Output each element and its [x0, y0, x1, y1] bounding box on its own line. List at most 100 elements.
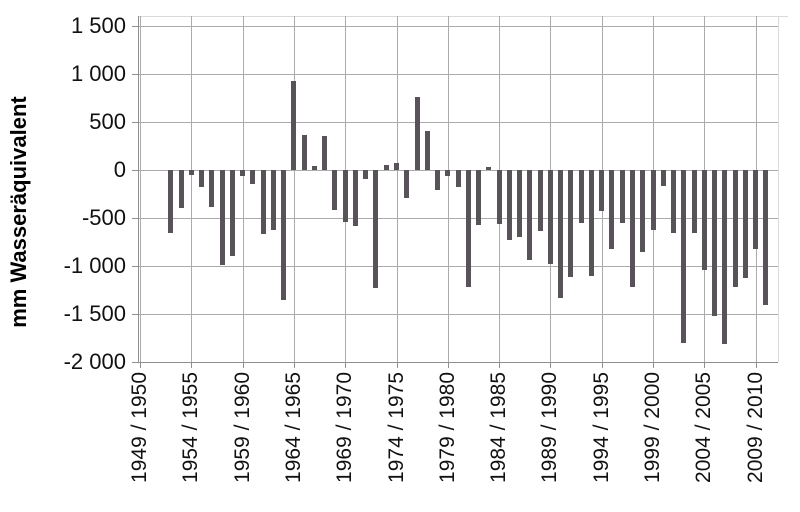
bar-1971-72	[363, 170, 369, 180]
h-gridline	[138, 266, 778, 267]
x-axis-tick-label: 2009 / 2010	[744, 372, 767, 483]
bar-1965-66	[301, 134, 307, 170]
bar-1980-81	[455, 170, 461, 187]
bar-1975-76	[404, 170, 410, 198]
bar-1993-94	[588, 170, 594, 277]
bar-1992-93	[578, 170, 584, 224]
bar-1984-85	[496, 170, 502, 224]
y-axis-tick	[132, 74, 138, 75]
x-axis-tick	[756, 362, 757, 368]
y-axis-tick	[132, 170, 138, 171]
x-axis-tick	[448, 362, 449, 368]
v-gridline	[243, 16, 244, 362]
x-axis-line	[138, 362, 778, 363]
bar-2001-02	[671, 170, 677, 233]
bar-1968-69	[332, 170, 338, 210]
y-axis-tick	[132, 266, 138, 267]
y-axis-line	[138, 16, 139, 363]
bar-1989-90	[547, 170, 553, 264]
y-axis-tick-label: -500	[81, 205, 126, 230]
y-axis-tick	[132, 122, 138, 123]
x-axis-tick	[499, 362, 500, 368]
bar-2004-05	[701, 170, 707, 270]
x-axis-tick	[550, 362, 551, 368]
v-gridline	[397, 16, 398, 362]
bar-1963-64	[281, 170, 287, 300]
bar-1952-53	[168, 170, 174, 234]
h-gridline	[138, 314, 778, 315]
x-axis-tick	[653, 362, 654, 368]
bar-1976-77	[414, 97, 420, 170]
y-axis-tick	[132, 218, 138, 219]
bar-1981-82	[465, 170, 471, 288]
x-axis-tick	[243, 362, 244, 368]
x-axis-tick	[704, 362, 705, 368]
x-axis-tick	[345, 362, 346, 368]
bar-1958-59	[229, 170, 235, 256]
x-axis-tick-label: 1984 / 1985	[487, 372, 510, 483]
v-gridline	[448, 16, 449, 362]
y-axis-tick-label: 1 000	[70, 61, 126, 86]
bar-1953-54	[178, 170, 184, 209]
x-axis-tick	[294, 362, 295, 368]
x-axis-tick	[191, 362, 192, 368]
plot-border-right	[778, 16, 779, 362]
plot-border-top	[138, 16, 788, 17]
x-axis-tick-label: 1964 / 1965	[282, 372, 305, 483]
bar-1957-58	[219, 170, 225, 265]
bar-1978-79	[435, 170, 441, 191]
bar-1979-80	[445, 170, 451, 176]
bar-1956-57	[209, 170, 215, 208]
bar-1967-68	[322, 135, 328, 170]
bar-1995-96	[609, 170, 615, 249]
bar-2003-04	[691, 170, 697, 234]
bar-1954-55	[188, 170, 194, 176]
bar-1991-92	[568, 170, 574, 277]
bar-2010-11	[763, 170, 769, 306]
bar-1969-70	[342, 170, 348, 223]
y-axis-tick-label: -2 000	[63, 349, 126, 374]
bar-1972-73	[373, 170, 379, 289]
x-axis-tick-label: 2004 / 2005	[692, 372, 715, 483]
bar-1996-97	[619, 170, 625, 224]
y-axis-tick	[132, 314, 138, 315]
x-axis-tick-label: 1979 / 1980	[436, 372, 459, 483]
bar-2007-08	[732, 170, 738, 287]
bar-1964-65	[291, 80, 297, 170]
x-axis-tick-label: 1989 / 1990	[538, 372, 561, 483]
y-axis-tick-label: 0	[113, 157, 126, 182]
bar-1973-74	[383, 165, 389, 170]
bar-1970-71	[352, 170, 358, 226]
bar-1960-61	[250, 170, 256, 185]
x-axis-tick-label: 1959 / 1960	[231, 372, 254, 483]
bar-1982-83	[476, 170, 482, 225]
h-gridline	[138, 218, 778, 219]
bar-1987-88	[527, 170, 533, 261]
x-axis-tick	[602, 362, 603, 368]
y-axis-tick-label: 1 500	[70, 13, 126, 38]
x-axis-tick-label: 1994 / 1995	[590, 372, 613, 483]
bar-1962-63	[270, 170, 276, 230]
x-axis-tick-label: 1999 / 2000	[641, 372, 664, 483]
h-gridline	[138, 122, 778, 123]
bar-1959-60	[240, 170, 246, 176]
bar-1988-89	[537, 170, 543, 231]
x-axis-tick-label: 1954 / 1955	[179, 372, 202, 483]
bar-2005-06	[712, 170, 718, 317]
y-axis-tick-label: -1 500	[63, 301, 126, 326]
x-axis-tick-label: 1949 / 1950	[128, 372, 151, 483]
v-gridline	[191, 16, 192, 362]
y-axis-tick	[132, 26, 138, 27]
bar-1955-56	[199, 170, 205, 187]
bar-1994-95	[599, 170, 605, 211]
y-axis-tick-label: 500	[89, 109, 126, 134]
bar-1999-00	[650, 170, 656, 230]
v-gridline	[140, 16, 141, 362]
bar-1977-78	[424, 130, 430, 170]
v-gridline	[294, 16, 295, 362]
bar-1990-91	[558, 170, 564, 298]
x-axis-tick	[397, 362, 398, 368]
bar-2006-07	[722, 170, 728, 345]
